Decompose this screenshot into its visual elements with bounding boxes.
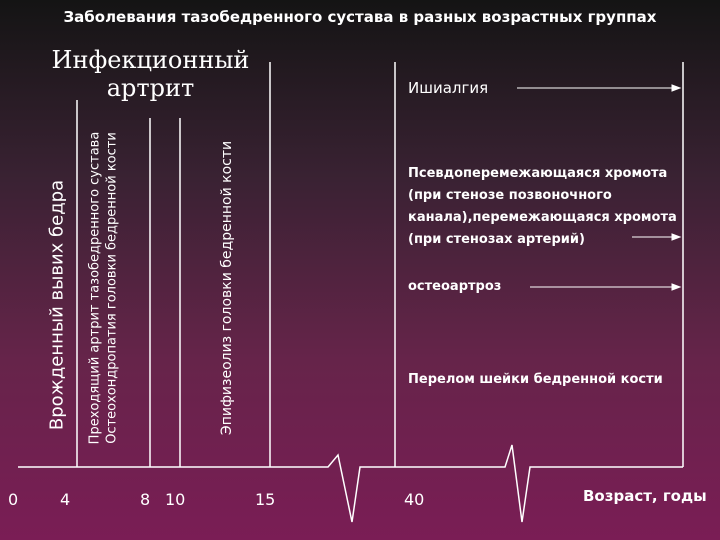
osteoarthrosis-label: остеоартроз — [408, 279, 502, 294]
osteochondropathy-label: Остеохондропатия головки бедренной кости — [104, 132, 120, 444]
epiphysiolysis-label: Эпифизеолиз головки бедренной кости — [219, 140, 235, 436]
age-axis-label: Возраст, годы — [583, 487, 707, 505]
congenital-hip-dislocation-label: Врожденный вывих бедра — [46, 179, 68, 431]
page-title: Заболевания тазобедренного сустава в раз… — [63, 8, 657, 26]
arrowhead-sciatica — [671, 84, 682, 92]
tick-10: 10 — [165, 490, 186, 509]
claudication-label: Псевдоперемежающаяся хромота (при стеноз… — [408, 166, 677, 247]
tick-8: 8 — [140, 490, 151, 509]
arrowhead-claudication — [671, 233, 682, 241]
tick-40: 40 — [404, 490, 425, 509]
tick-0: 0 — [8, 490, 19, 509]
tick-4: 4 — [60, 490, 71, 509]
transient-arthritis-label: Преходящий артрит тазобедренного сустава — [87, 131, 103, 445]
tick-15: 15 — [255, 490, 276, 509]
hip-fracture-label: Перелом шейки бедренной кости — [408, 372, 663, 387]
age-axis-line — [18, 444, 683, 523]
infectious-arthritis-heading: Инфекционный артрит — [51, 46, 250, 102]
arrowhead-osteoarthrosis — [671, 283, 682, 291]
sciatica-label: Ишиалгия — [408, 79, 489, 97]
